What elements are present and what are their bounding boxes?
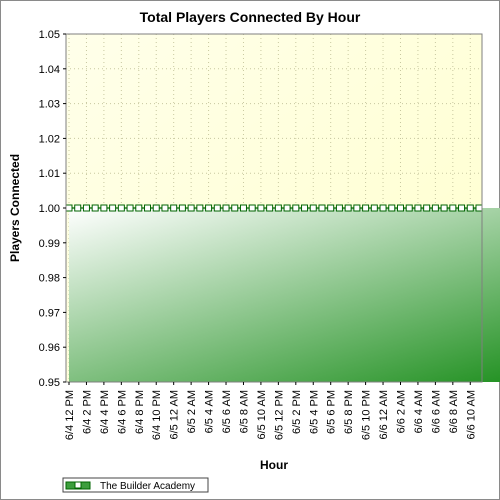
data-point-marker bbox=[152, 204, 160, 212]
data-point-marker bbox=[309, 204, 317, 212]
data-point-marker bbox=[274, 204, 282, 212]
data-point-marker bbox=[449, 204, 457, 212]
data-point-marker bbox=[388, 204, 396, 212]
data-point-marker bbox=[144, 204, 152, 212]
y-tick-label: 1.02 bbox=[39, 133, 60, 145]
y-tick-label: 0.98 bbox=[39, 273, 60, 285]
data-point-marker bbox=[161, 204, 169, 212]
y-tick-label: 1.01 bbox=[39, 168, 60, 180]
data-point-marker bbox=[414, 204, 422, 212]
data-point-marker bbox=[283, 204, 291, 212]
x-tick-label: 6/6 12 AM bbox=[378, 390, 390, 440]
y-tick-label: 0.96 bbox=[39, 342, 60, 354]
data-point-marker bbox=[301, 204, 309, 212]
data-point-marker bbox=[266, 204, 274, 212]
x-tick-label: 6/5 2 PM bbox=[291, 390, 303, 434]
data-point-marker bbox=[440, 204, 448, 212]
x-tick-label: 6/5 10 AM bbox=[256, 390, 268, 440]
data-point-marker bbox=[117, 204, 125, 212]
data-point-marker bbox=[405, 204, 413, 212]
data-point-marker bbox=[396, 204, 404, 212]
x-tick-label: 6/6 8 AM bbox=[448, 390, 460, 433]
x-tick-label: 6/5 4 PM bbox=[308, 390, 320, 434]
data-point-marker bbox=[196, 204, 204, 212]
data-point-marker bbox=[257, 204, 265, 212]
data-point-marker bbox=[370, 204, 378, 212]
data-point-marker bbox=[458, 204, 466, 212]
data-point-marker bbox=[205, 204, 213, 212]
data-point-marker bbox=[344, 204, 352, 212]
data-point-marker bbox=[213, 204, 221, 212]
data-point-marker bbox=[335, 204, 343, 212]
x-tick-label: 6/5 8 PM bbox=[343, 390, 355, 434]
y-tick-label: 1.04 bbox=[39, 64, 60, 76]
data-point-marker bbox=[239, 204, 247, 212]
chart-title: Total Players Connected By Hour bbox=[140, 9, 361, 25]
series-area bbox=[69, 208, 500, 382]
data-point-marker bbox=[231, 204, 239, 212]
legend-marker bbox=[74, 481, 82, 489]
x-tick-label: 6/5 8 AM bbox=[238, 390, 250, 433]
data-point-marker bbox=[65, 204, 73, 212]
x-tick-label: 6/5 12 AM bbox=[169, 390, 181, 440]
legend-label: The Builder Academy bbox=[100, 481, 195, 492]
data-point-marker bbox=[353, 204, 361, 212]
data-point-marker bbox=[475, 204, 483, 212]
legend-box bbox=[62, 477, 209, 493]
data-point-marker bbox=[318, 204, 326, 212]
data-point-marker bbox=[431, 204, 439, 212]
x-tick-label: 6/5 4 AM bbox=[204, 390, 216, 433]
data-point-marker bbox=[466, 204, 474, 212]
y-tick-labels: 0.95 0.96 0.97 0.98 0.99 1.00 1.01 1.02 1.03 1.04… bbox=[39, 29, 66, 389]
data-point-marker bbox=[74, 204, 82, 212]
x-tick-labels: 6/4 12 PM 6/4 2 PM 6/4 4 PM 6/4 6 PM 6/4 8 P… bbox=[64, 382, 477, 440]
x-tick-label: 6/4 2 PM bbox=[81, 390, 93, 434]
data-point-marker bbox=[187, 204, 195, 212]
x-tick-label: 6/6 6 AM bbox=[430, 390, 442, 433]
y-tick-label: 1.05 bbox=[39, 29, 60, 41]
x-tick-label: 6/4 6 PM bbox=[116, 390, 128, 434]
x-axis-label: Hour bbox=[260, 458, 288, 472]
data-point-marker bbox=[135, 204, 143, 212]
data-point-marker bbox=[379, 204, 387, 212]
data-point-marker bbox=[292, 204, 300, 212]
y-tick-label: 1.03 bbox=[39, 99, 60, 111]
data-point-marker bbox=[248, 204, 256, 212]
data-point-marker bbox=[178, 204, 186, 212]
x-tick-label: 6/5 6 AM bbox=[221, 390, 233, 433]
x-tick-label: 6/5 6 PM bbox=[326, 390, 338, 434]
legend: The Builder Academy bbox=[62, 477, 209, 493]
x-tick-label: 6/4 10 PM bbox=[151, 390, 163, 440]
data-point-marker bbox=[327, 204, 335, 212]
x-tick-label: 6/4 8 PM bbox=[134, 390, 146, 434]
data-point-marker bbox=[82, 204, 90, 212]
x-tick-label: 6/4 12 PM bbox=[64, 390, 76, 440]
y-tick-label: 0.95 bbox=[39, 377, 60, 389]
x-tick-label: 6/4 4 PM bbox=[99, 390, 111, 434]
y-tick-label: 1.00 bbox=[39, 203, 60, 215]
data-point-marker bbox=[222, 204, 230, 212]
data-point-marker bbox=[109, 204, 117, 212]
data-point-marker bbox=[423, 204, 431, 212]
area-layer bbox=[69, 208, 500, 382]
data-point-marker bbox=[100, 204, 108, 212]
x-tick-label: 6/6 10 AM bbox=[465, 390, 477, 440]
data-point-marker bbox=[362, 204, 370, 212]
y-tick-label: 0.99 bbox=[39, 238, 60, 250]
y-axis-label: Players Connected bbox=[8, 154, 22, 262]
x-tick-label: 6/5 10 PM bbox=[361, 390, 373, 440]
data-point-marker bbox=[126, 204, 134, 212]
x-tick-label: 6/5 12 PM bbox=[273, 390, 285, 440]
x-tick-label: 6/5 2 AM bbox=[186, 390, 198, 433]
data-point-marker bbox=[170, 204, 178, 212]
x-tick-label: 6/6 4 AM bbox=[413, 390, 425, 433]
data-point-marker bbox=[91, 204, 99, 212]
x-tick-label: 6/6 2 AM bbox=[395, 390, 407, 433]
y-tick-label: 0.97 bbox=[39, 307, 60, 319]
